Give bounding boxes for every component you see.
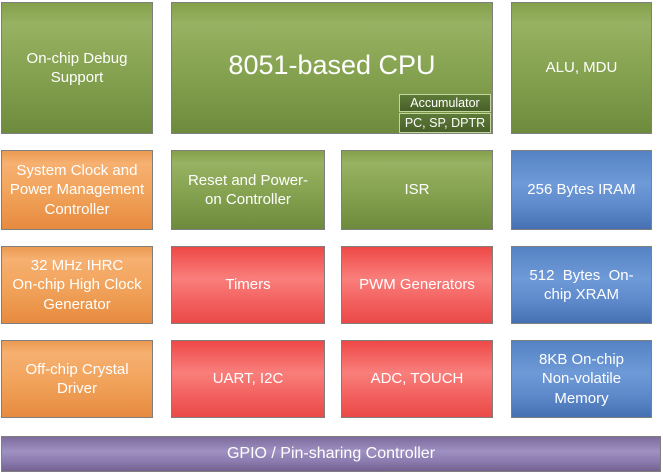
block-uart-i2c: UART, I2C (171, 340, 325, 418)
block-system-clock-power-management: System Clock and Power Management Contro… (1, 150, 153, 230)
block-256-bytes-iram: 256 Bytes IRAM (511, 150, 652, 230)
block-on-chip-debug-support: On-chip Debug Support (1, 2, 153, 134)
block-label-adc: ADC, TOUCH (370, 370, 464, 388)
block-label-uart: UART, I2C (212, 370, 284, 388)
block-8051-cpu: 8051-based CPU Accumulator PC, SP, DPTR (171, 2, 493, 134)
subblock-accumulator: Accumulator (399, 94, 491, 112)
block-512-bytes-xram: 512 Bytes On- chip XRAM (511, 246, 652, 324)
block-off-chip-crystal-driver: Off-chip Crystal Driver (1, 340, 153, 418)
block-32mhz-ihrc-clock-generator: 32 MHz IHRC On-chip High Clock Generator (1, 246, 153, 324)
block-label-timers: Timers (225, 276, 271, 294)
block-label-pwm: PWM Generators (359, 276, 475, 294)
subblock-label-accumulator: Accumulator (410, 95, 480, 110)
block-label-xram: 512 Bytes On- chip XRAM (529, 266, 634, 303)
block-timers: Timers (171, 246, 325, 324)
subblock-label-pc-sp-dptr: PC, SP, DPTR (404, 115, 486, 130)
block-label-gpio: GPIO / Pin-sharing Controller (226, 445, 436, 462)
block-label-debug: On-chip Debug Support (26, 49, 128, 86)
block-isr: ISR (341, 150, 493, 230)
block-reset-power-on-controller: Reset and Power- on Controller (171, 150, 325, 230)
block-8kb-nonvolatile-memory: 8KB On-chip Non-volatile Memory (511, 340, 652, 418)
block-label-system-clock: System Clock and Power Management Contro… (9, 162, 145, 218)
block-alu-mdu: ALU, MDU (511, 2, 652, 134)
block-label-ihrc: 32 MHz IHRC On-chip High Clock Generator (12, 257, 142, 313)
block-label-nvm: 8KB On-chip Non-volatile Memory (538, 351, 625, 407)
block-label-alu: ALU, MDU (545, 59, 618, 77)
block-adc-touch: ADC, TOUCH (341, 340, 493, 418)
block-label-isr: ISR (404, 181, 430, 199)
block-label-cpu: 8051-based CPU (228, 50, 436, 81)
subblock-pc-sp-dptr: PC, SP, DPTR (399, 113, 491, 133)
block-gpio-pin-sharing-controller: GPIO / Pin-sharing Controller (1, 436, 661, 472)
block-pwm-generators: PWM Generators (341, 246, 493, 324)
block-label-crystal: Off-chip Crystal Driver (25, 360, 129, 397)
block-label-reset: Reset and Power- on Controller (187, 171, 309, 208)
block-label-iram: 256 Bytes IRAM (527, 181, 636, 199)
